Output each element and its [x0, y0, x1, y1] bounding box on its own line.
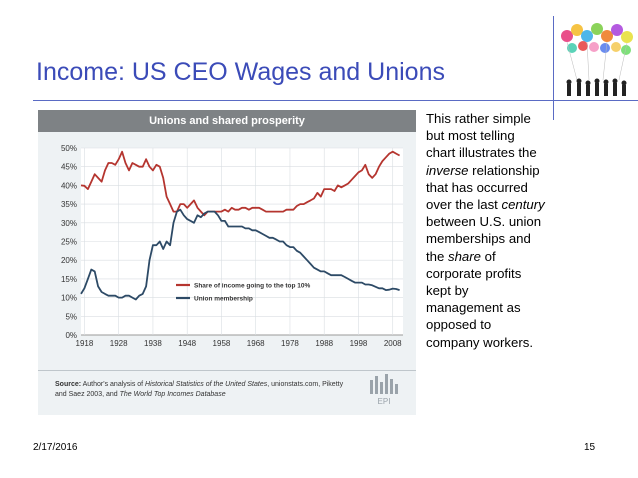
y-tick-label: 30%: [61, 219, 77, 228]
x-tick-label: 2008: [384, 339, 402, 348]
decorative-vertical-rule: [553, 16, 554, 120]
y-tick-label: 40%: [61, 181, 77, 190]
y-tick-label: 45%: [61, 163, 77, 172]
desc-em-inverse: inverse: [426, 162, 469, 178]
x-tick-label: 1928: [110, 339, 128, 348]
slide-title: Income: US CEO Wages and Unions: [36, 58, 445, 86]
desc-part-4: of corporate profits kept by management …: [426, 248, 534, 350]
desc-part-1: This rather simple but most telling char…: [426, 111, 537, 161]
source-text-2: , unionstats.com, Piketty and Saez 2003,…: [55, 381, 344, 398]
source-note: Source: Author's analysis of Historical …: [55, 380, 355, 400]
source-divider: [38, 370, 416, 371]
desc-em-century: century: [501, 197, 545, 213]
series-line-top10-share: [80, 150, 401, 217]
source-label: Source:: [55, 381, 82, 388]
y-tick-label: 15%: [61, 275, 77, 284]
source-text-1: Author's analysis of: [81, 381, 146, 388]
legend-label: Share of income going to the top 10%: [194, 283, 311, 290]
y-tick-label: 35%: [61, 200, 77, 209]
epi-logo: EPI: [370, 374, 398, 406]
x-tick-label: 1958: [213, 339, 231, 348]
chart-panel: Unions and shared prosperity 0% 5% 10% 15% 2…: [38, 110, 416, 415]
desc-em-share: share: [448, 248, 481, 264]
y-tick-label: 50%: [61, 144, 77, 153]
balloons-crowd-image: [561, 23, 633, 96]
title-divider: [33, 100, 586, 101]
x-tick-label: 1938: [144, 339, 162, 348]
footer-date: 2/17/2016: [33, 442, 78, 453]
x-tick-label: 1968: [247, 339, 265, 348]
y-tick-label: 0%: [65, 331, 77, 340]
source-italic-2: The World Top Incomes Database: [119, 391, 226, 398]
x-tick-label: 1988: [315, 339, 333, 348]
x-tick-label: 1978: [281, 339, 299, 348]
line-chart: 0% 5% 10% 15% 20% 25% 30% 35% 40% 45% 50% 1918 1928 1…: [61, 144, 403, 348]
desc-part-3: between U.S. union memberships and the: [426, 214, 542, 264]
series-line-union-membership: [80, 208, 400, 301]
y-tick-label: 25%: [61, 238, 77, 247]
page-number: 15: [584, 442, 596, 453]
x-tick-label: 1998: [350, 339, 368, 348]
chart-title: Unions and shared prosperity: [38, 110, 416, 132]
source-italic-1: Historical Statistics of the United Stat…: [145, 381, 268, 388]
y-tick-label: 10%: [61, 294, 77, 303]
y-tick-label: 5%: [65, 312, 77, 321]
desc-part-2: relationship that has occurred over the …: [426, 162, 540, 213]
decorative-rule: [520, 100, 638, 101]
epi-logo-text: EPI: [378, 397, 391, 406]
x-tick-label: 1948: [178, 339, 196, 348]
legend-label: Union membership: [194, 296, 253, 303]
x-tick-label: 1918: [76, 339, 94, 348]
y-tick-label: 20%: [61, 256, 77, 265]
description-text: This rather simple but most telling char…: [426, 110, 546, 351]
